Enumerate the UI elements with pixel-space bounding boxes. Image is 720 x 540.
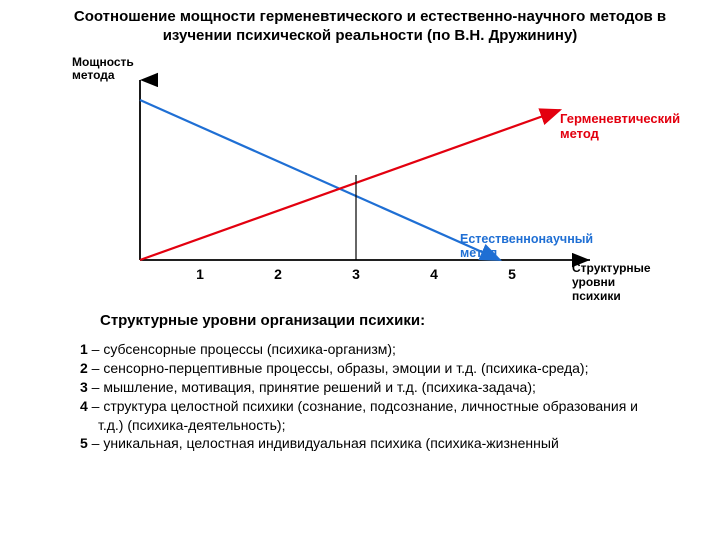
series-label-hermeneutic: Герменевтический метод: [560, 112, 680, 142]
line-natural-science: [140, 100, 500, 260]
legend-title: Структурные уровни организации психики:: [100, 312, 425, 329]
xtick-1: 1: [190, 266, 210, 282]
legend-item-2: 2 – сенсорно-перцептивные процессы, обра…: [80, 359, 680, 378]
legend-item-4: 4 – структура целостной психики (сознани…: [80, 397, 680, 435]
xtick-2: 2: [268, 266, 288, 282]
diagram-title: Соотношение мощности герменевтического и…: [60, 8, 680, 46]
x-axis-label: Структурные уровни психики: [572, 262, 651, 303]
legend-item-3: 3 – мышление, мотивация, принятие решени…: [80, 378, 680, 397]
legend-item-1: 1 – субсенсорные процессы (психика-орган…: [80, 340, 680, 359]
xtick-4: 4: [424, 266, 444, 282]
legend-item-5: 5 – уникальная, целостная индивидуальная…: [80, 434, 680, 453]
xtick-3: 3: [346, 266, 366, 282]
series-label-natural: Естественнонаучный метод: [460, 232, 593, 261]
legend-body: 1 – субсенсорные процессы (психика-орган…: [80, 340, 680, 453]
xtick-5: 5: [502, 266, 522, 282]
page: Соотношение мощности герменевтического и…: [0, 0, 720, 540]
